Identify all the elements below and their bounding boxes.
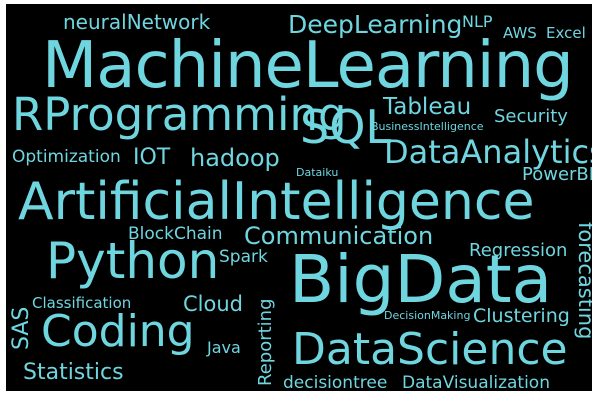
word-powerbi: PowerBI [522, 164, 592, 185]
word-cloud: neuralNetwork DeepLearning NLP AWS Excel… [6, 4, 592, 391]
word-sas: SAS [9, 306, 34, 350]
word-cloud: Cloud [183, 292, 243, 316]
word-decisionmaking: DecisionMaking [384, 309, 471, 322]
word-neuralnetwork: neuralNetwork [63, 10, 211, 34]
word-machinelearning: MachineLearning [42, 29, 574, 103]
word-dataanalytics: DataAnalytics [384, 133, 592, 171]
word-tableau: Tableau [383, 94, 472, 120]
word-optimization: Optimization [12, 147, 121, 167]
word-datavisualization: DataVisualization [402, 373, 550, 392]
word-java: Java [207, 338, 241, 357]
word-blockchain: BlockChain [128, 224, 223, 244]
word-artificialintelligence: ArtificialIntelligence [18, 172, 535, 232]
word-classification: Classification [32, 294, 132, 312]
word-reporting: Reporting [255, 298, 276, 386]
word-aws: AWS [503, 24, 537, 42]
word-datascience: DataScience [292, 324, 568, 375]
word-statistics: Statistics [23, 360, 124, 385]
word-communication: Communication [244, 222, 434, 250]
word-iot: IOT [133, 145, 171, 170]
word-regression: Regression [469, 240, 568, 261]
word-dataiku: Dataiku [296, 166, 339, 179]
word-businessintelligence: BusinessIntelligence [371, 120, 484, 133]
word-deeplearning: DeepLearning [288, 10, 463, 39]
word-security: Security [494, 106, 568, 127]
word-decisiontree: decisiontree [283, 373, 388, 392]
word-spark: Spark [219, 247, 268, 267]
word-sql: SQL [300, 100, 392, 154]
word-clustering: Clustering [473, 305, 570, 327]
word-bigdata: BigData [289, 241, 553, 318]
word-forecasting: forecasting [574, 222, 592, 340]
word-rprogramming: RProgramming [12, 88, 347, 141]
word-coding: Coding [41, 306, 195, 357]
word-nlp: NLP [462, 12, 493, 31]
word-excel: Excel [546, 24, 586, 42]
word-hadoop: hadoop [190, 144, 280, 172]
word-python: Python [46, 232, 220, 290]
